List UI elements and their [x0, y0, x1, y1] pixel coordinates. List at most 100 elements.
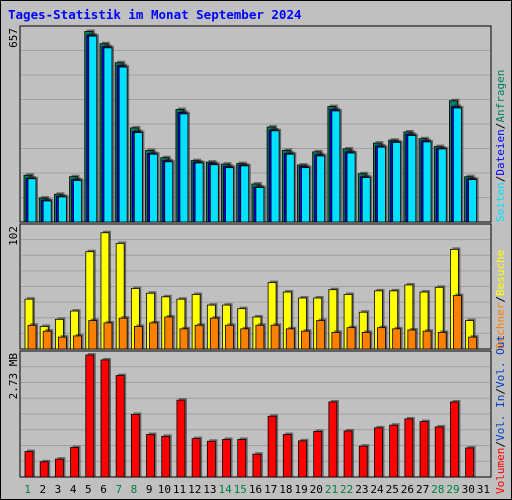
bar-volumen	[85, 354, 95, 478]
bar-seiten	[301, 167, 310, 223]
legend-part: Seiten	[494, 182, 507, 222]
bar-volumen	[191, 438, 201, 478]
bar-seiten	[27, 178, 37, 223]
bar-seiten	[209, 164, 219, 223]
day-axis-labels: 1 2 3 4 5 6 7 8 9 10 11 12 13 14 15 16 17 18 19 20 21 22 23 24 2…	[24, 483, 490, 496]
bar-rechner	[42, 330, 52, 350]
visits-panel: 102	[7, 223, 492, 350]
day-label: 6	[100, 483, 107, 496]
legend-part: /	[494, 441, 507, 448]
requests-panel: 657	[7, 25, 492, 223]
bar-volumen	[298, 440, 307, 478]
bar-seiten	[164, 161, 174, 223]
day-label: 5	[85, 483, 92, 496]
legend-top: Seiten/Dateien/Anfragen	[494, 70, 507, 222]
bar-seiten	[331, 110, 341, 223]
bar-seiten	[437, 148, 447, 223]
bar-seiten	[361, 177, 371, 223]
bar-volumen	[100, 359, 110, 478]
bar-volumen	[389, 424, 399, 478]
day-label: 28	[431, 483, 444, 496]
bar-seiten	[149, 153, 158, 223]
day-label: 14	[218, 483, 232, 496]
legend-part: Dateien	[494, 129, 507, 175]
day-label: 26	[401, 483, 414, 496]
bar-volumen	[39, 461, 49, 478]
bar-seiten	[453, 107, 462, 223]
bar-seiten	[255, 187, 265, 223]
volume-panel: 2.73 MB	[7, 350, 492, 478]
bar-seiten	[422, 141, 432, 223]
bar-rechner	[118, 317, 128, 350]
day-label: 31	[477, 483, 490, 496]
bar-seiten	[133, 132, 143, 223]
bar-volumen	[130, 414, 140, 478]
legend-part: /	[494, 296, 507, 303]
bar-rechner	[407, 329, 417, 350]
bar-seiten	[118, 66, 128, 223]
bar-volumen	[419, 421, 429, 478]
bar-seiten	[392, 142, 402, 223]
bar-rechner	[255, 324, 265, 350]
bar-rechner	[377, 327, 386, 350]
bar-seiten	[88, 35, 98, 223]
day-label: 17	[264, 483, 277, 496]
bar-seiten	[194, 162, 204, 223]
chart-title: Tages-Statistik im Monat September 2024	[8, 7, 302, 22]
day-label: 10	[158, 483, 171, 496]
bar-seiten	[407, 135, 417, 223]
day-label: 9	[146, 483, 153, 496]
bar-volumen	[176, 399, 186, 478]
day-label: 30	[462, 483, 475, 496]
legend-part: /	[494, 123, 507, 130]
day-label: 4	[70, 483, 77, 496]
bar-volumen	[343, 430, 353, 478]
bar-seiten	[377, 146, 386, 223]
right-legend: Seiten/Dateien/AnfragenRechner/BesucheVo…	[494, 70, 507, 494]
y-max-label: 102	[7, 226, 20, 246]
day-label: 15	[234, 483, 247, 496]
bar-seiten	[316, 155, 326, 223]
bar-seiten	[468, 179, 478, 223]
bar-rechner	[331, 331, 341, 350]
legend-part: /	[494, 388, 507, 395]
bar-rechner	[453, 295, 462, 350]
bar-volumen	[206, 440, 216, 478]
day-label: 3	[55, 483, 62, 496]
bar-volumen	[54, 458, 64, 478]
bar-seiten	[270, 130, 280, 223]
day-label: 8	[131, 483, 138, 496]
day-label: 7	[115, 483, 122, 496]
legend-part: Vol. Out	[494, 335, 507, 388]
bar-volumen	[222, 439, 231, 478]
bar-volumen	[282, 434, 292, 478]
bar-rechner	[285, 328, 295, 350]
day-label: 22	[340, 483, 353, 496]
bar-volumen	[374, 427, 383, 478]
bar-rechner	[88, 320, 98, 350]
bar-rechner	[468, 336, 478, 350]
bar-seiten	[346, 152, 356, 223]
bar-rechner	[57, 336, 67, 350]
bar-volumen	[252, 453, 262, 478]
legend-part: Rechner	[494, 302, 507, 349]
day-label: 19	[294, 483, 307, 496]
legend-middle: Rechner/Besuche	[494, 250, 507, 349]
bar-rechner	[316, 320, 326, 350]
bar-seiten	[73, 180, 82, 223]
bar-volumen	[313, 431, 323, 478]
bar-rechner	[103, 322, 113, 350]
bar-volumen	[328, 401, 338, 478]
bar-seiten	[57, 196, 67, 223]
bar-volumen	[24, 451, 34, 478]
bar-volumen	[115, 375, 125, 478]
day-label: 21	[325, 483, 338, 496]
legend-part: Vol. In	[494, 395, 507, 441]
bar-volumen	[358, 445, 368, 478]
bar-rechner	[133, 326, 143, 350]
bar-rechner	[164, 316, 174, 350]
bar-rechner	[225, 324, 234, 350]
bar-volumen	[450, 401, 459, 478]
